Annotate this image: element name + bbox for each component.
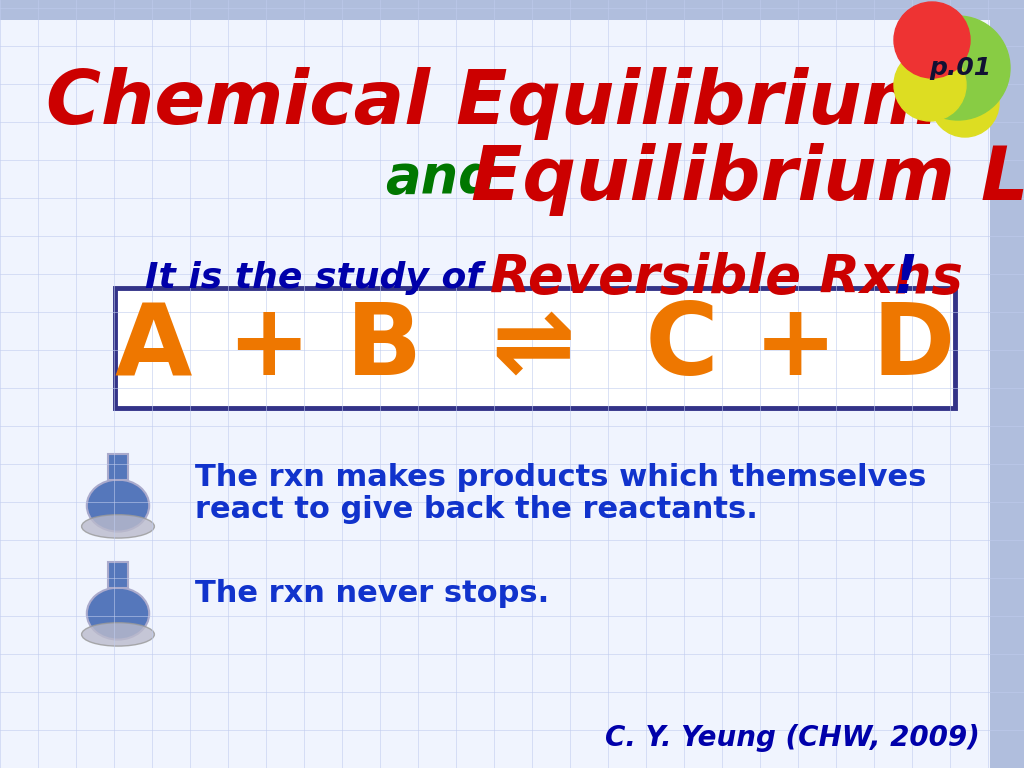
Bar [108, 454, 128, 479]
Text: p.01: p.01 [929, 56, 991, 80]
Ellipse shape [87, 588, 150, 640]
Text: A + B  ⇌  C + D: A + B ⇌ C + D [115, 300, 955, 396]
Text: react to give back the reactants.: react to give back the reactants. [195, 495, 758, 525]
Bar [0, 0, 1024, 20]
Bar [990, 20, 1024, 768]
Bar [108, 561, 128, 588]
Text: and: and [385, 152, 496, 204]
Circle shape [931, 69, 999, 137]
Text: !: ! [893, 252, 918, 304]
Text: Equilibrium Law: Equilibrium Law [445, 144, 1024, 217]
Ellipse shape [87, 479, 150, 531]
Text: The rxn never stops.: The rxn never stops. [195, 578, 549, 607]
Circle shape [906, 16, 1010, 120]
Text: C. Y. Yeung (CHW, 2009): C. Y. Yeung (CHW, 2009) [605, 724, 980, 752]
Text: The rxn makes products which themselves: The rxn makes products which themselves [195, 464, 927, 492]
Ellipse shape [82, 623, 155, 646]
Ellipse shape [82, 515, 155, 538]
Bar [115, 288, 955, 408]
Text: Reversible Rxns: Reversible Rxns [490, 252, 963, 304]
Circle shape [894, 2, 970, 78]
Text: Chemical Equilibrium: Chemical Equilibrium [46, 67, 940, 140]
Text: It is the study of: It is the study of [145, 261, 495, 295]
Circle shape [894, 49, 966, 121]
